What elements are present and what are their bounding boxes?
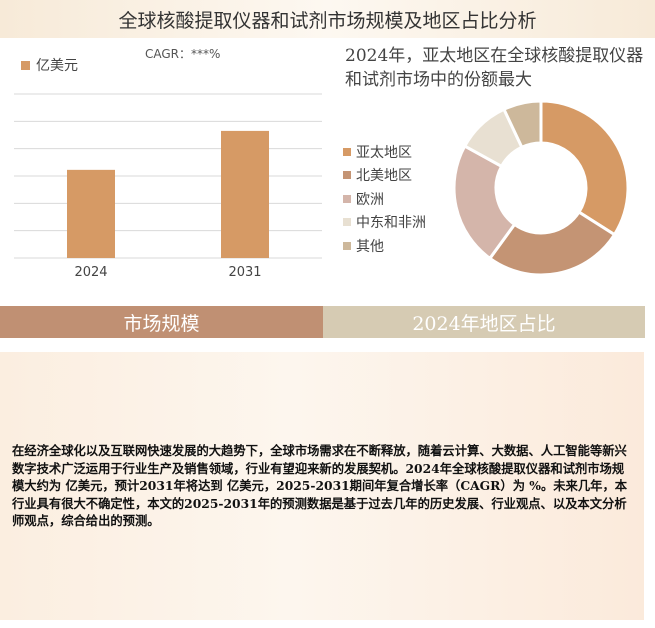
legend-label: 中东和非洲 [356, 215, 426, 232]
pie-chart-panel: 2024年，亚太地区在全球核酸提取仪器和试剂市场中的份额最大 亚太地区北美地区欧… [323, 38, 655, 306]
cagr-label: CAGR：***% [145, 47, 220, 61]
description-box: 在经济全球化以及互联网快速发展的大趋势下，全球市场需求在不断释放，随着云计算、大… [0, 352, 644, 620]
legend-label: 亚太地区 [356, 144, 412, 161]
pie-legend: 亚太地区北美地区欧洲中东和非洲其他 [343, 140, 426, 258]
bar-2031 [221, 130, 269, 258]
donut-slice-欧洲 [452, 144, 517, 261]
page-title: 全球核酸提取仪器和试剂市场规模及地区占比分析 [0, 0, 655, 38]
bar-chart-panel: 亿美元 CAGR：***% 2024 2031 [0, 38, 323, 306]
legend-swatch [343, 241, 351, 250]
legend-label: 其他 [356, 238, 384, 255]
legend-item: 北美地区 [343, 164, 426, 188]
bar-tick-labels: 2024 2031 [74, 265, 261, 280]
bar-gridlines [14, 93, 322, 259]
donut-slices [452, 99, 630, 277]
band-gap [645, 306, 655, 338]
donut-slice-亚太地区 [539, 99, 630, 237]
legend-item: 其他 [343, 234, 426, 258]
legend-item: 中东和非洲 [343, 211, 426, 235]
donut-slice-其他 [501, 99, 543, 150]
legend-item: 欧洲 [343, 187, 426, 211]
market-size-band: 市场规模 [0, 306, 323, 338]
x-tick-label: 2031 [228, 265, 261, 280]
legend-swatch [343, 194, 351, 203]
bar-legend-label: 亿美元 [36, 58, 78, 74]
legend-label: 北美地区 [356, 168, 412, 185]
legend-label: 欧洲 [356, 191, 384, 208]
legend-swatch [343, 147, 351, 156]
legend-item: 亚太地区 [343, 140, 426, 164]
legend-swatch [343, 171, 351, 180]
region-share-band: 2024年地区占比 [323, 306, 645, 338]
bar-2024 [67, 169, 115, 258]
bar-chart: 亿美元 CAGR：***% 2024 2031 [14, 47, 322, 280]
donut-slice-北美地区 [487, 210, 617, 277]
bar-legend-swatch [21, 61, 30, 70]
legend-swatch [343, 218, 351, 227]
donut-chart [452, 99, 630, 277]
pie-heading: 2024年，亚太地区在全球核酸提取仪器和试剂市场中的份额最大 [345, 46, 644, 90]
bar-marks [67, 130, 269, 258]
description-text: 在经济全球化以及互联网快速发展的大趋势下，全球市场需求在不断释放，随着云计算、大… [12, 443, 628, 528]
x-tick-label: 2024 [74, 265, 107, 280]
